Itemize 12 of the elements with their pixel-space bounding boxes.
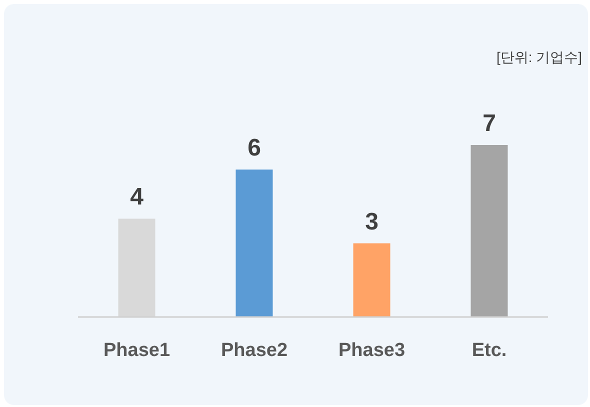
data-label: 6 [248,134,261,162]
x-tick-label: Etc. [472,340,507,361]
text: [단위: 기업수] [496,49,582,65]
x-tick-label: Phase2 [220,340,288,361]
bar [470,145,508,317]
bar [353,243,390,317]
bar [236,170,273,317]
data-label: 4 [130,184,144,211]
data-label: 3 [365,208,378,236]
x-tick-label: Phase3 [338,340,406,361]
x-tick-label: Phase1 [103,340,170,361]
data-label: 7 [482,110,496,137]
